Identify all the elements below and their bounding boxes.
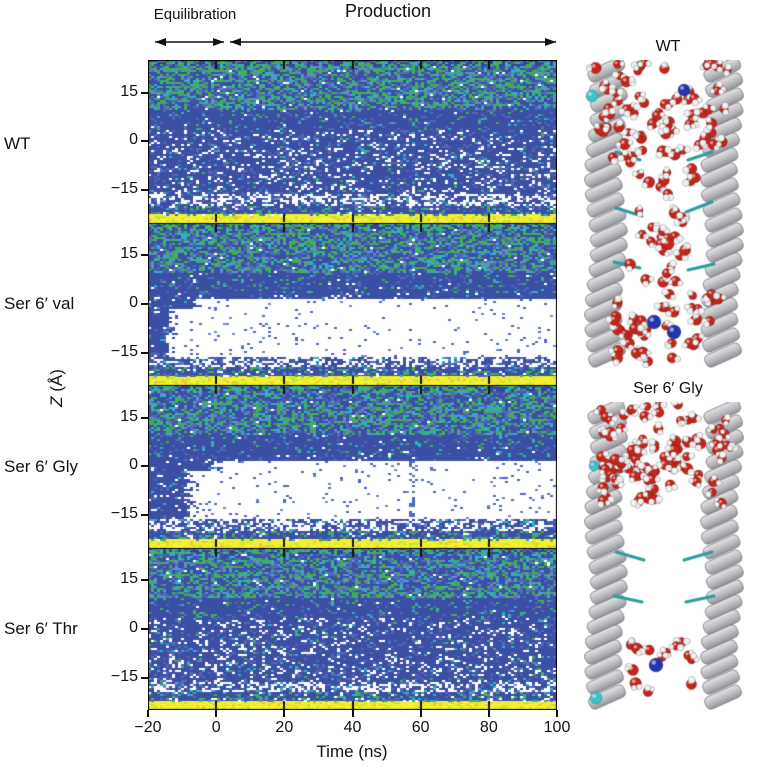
x-tick-label: 100 [543,719,571,736]
structure-canvas-wt [584,60,744,368]
row-label-ser6thr: Ser 6′ Thr [4,619,78,638]
y-tick-label: 15 [120,407,138,425]
x-tick-label: 0 [211,719,221,736]
arrowhead-right-production [545,38,556,46]
y-axis-label: Z (Å) [47,348,67,428]
y-tick-label: 0 [129,456,138,474]
arrowhead-right-equilibration [213,38,224,46]
y-tick [141,351,148,354]
x-tick [419,710,422,717]
x-tick-label: 20 [275,719,294,736]
production-label: Production [344,1,432,21]
y-tick-label: −15 [110,342,138,360]
y-tick [141,465,148,468]
y-tick-label: 15 [120,570,138,587]
arrowhead-left-equilibration [155,38,166,46]
x-tick [556,710,558,717]
y-tick-label: 15 [120,245,138,262]
y-tick-label: −15 [110,180,138,197]
row-label-ser6val: Ser 6′ val [4,294,75,313]
x-tick-label: 40 [343,719,362,736]
y-tick [141,416,148,419]
x-tick [487,710,490,717]
row-label-wt: WT [4,134,31,153]
x-tick [215,710,218,717]
y-tick [141,676,148,679]
x-tick [147,710,149,717]
structure-label-ser6gly: Ser 6′ Gly [633,380,703,397]
arrowhead-left-production [230,38,241,46]
equilibration-label: Equilibration [153,6,237,23]
x-tick-label: −20 [134,719,162,736]
y-tick [141,91,148,94]
heatmap-canvas [148,60,557,710]
y-tick-label: 0 [129,618,138,636]
row-label-ser6gly: Ser 6′ Gly [4,457,79,476]
y-axis-unit: (Å) [47,369,66,392]
y-tick-label: 0 [129,131,138,149]
x-tick-label: 60 [411,719,430,736]
x-tick-label: 80 [479,719,498,736]
y-tick [141,302,148,305]
y-axis-variable: Z [47,396,66,407]
structure-label-wt: WT [655,38,681,55]
y-tick [141,514,148,516]
y-tick-label: −15 [110,667,138,685]
phase-arrows [155,38,556,46]
y-tick [141,189,148,191]
x-tick [283,710,286,717]
y-tick [141,254,148,256]
x-tick [351,710,354,717]
y-tick-label: −15 [110,505,138,522]
y-tick [141,140,148,143]
y-tick-label: 0 [129,293,138,311]
y-tick [141,627,148,630]
structure-canvas-ser6gly [584,402,744,710]
y-tick [141,579,148,581]
x-axis-label: Time (ns) [316,742,388,761]
y-tick-label: 15 [120,82,138,100]
